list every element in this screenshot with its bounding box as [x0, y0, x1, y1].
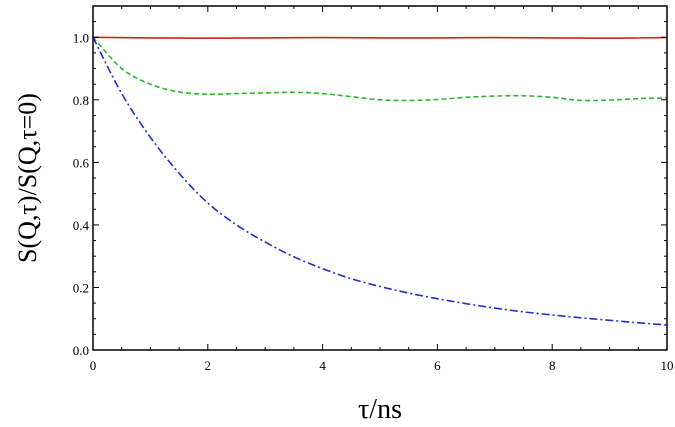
y-tick-label-0: 0.0	[73, 343, 89, 358]
series-line-0	[93, 36, 667, 40]
x-tick-label-1: 2	[205, 358, 212, 373]
tick-labels-layer: 0 2 4 6 8 10 0.0 0.2 0.4 0.6 0.8 1.0	[73, 30, 674, 373]
plot-frame	[92, 5, 668, 351]
x-tick-label-4: 8	[549, 358, 556, 373]
y-tick-label-5: 1.0	[73, 30, 89, 45]
y-tick-label-4: 0.8	[73, 93, 89, 108]
x-tick-label-2: 4	[319, 358, 326, 373]
x-tick-label-0: 0	[90, 358, 97, 373]
x-axis-title: τ/ns	[358, 394, 402, 425]
x-tick-label-3: 6	[434, 358, 441, 373]
series-line-2	[93, 36, 667, 326]
x-tick-label-5: 10	[661, 358, 674, 373]
y-tick-label-1: 0.2	[73, 280, 89, 295]
y-tick-label-3: 0.6	[73, 155, 90, 170]
y-tick-label-2: 0.4	[73, 218, 90, 233]
y-axis-title: S(Q,τ)/S(Q,τ=0)	[13, 93, 42, 263]
series-layer	[93, 36, 667, 326]
ticks-layer	[92, 6, 668, 351]
series-line-1	[93, 36, 667, 102]
